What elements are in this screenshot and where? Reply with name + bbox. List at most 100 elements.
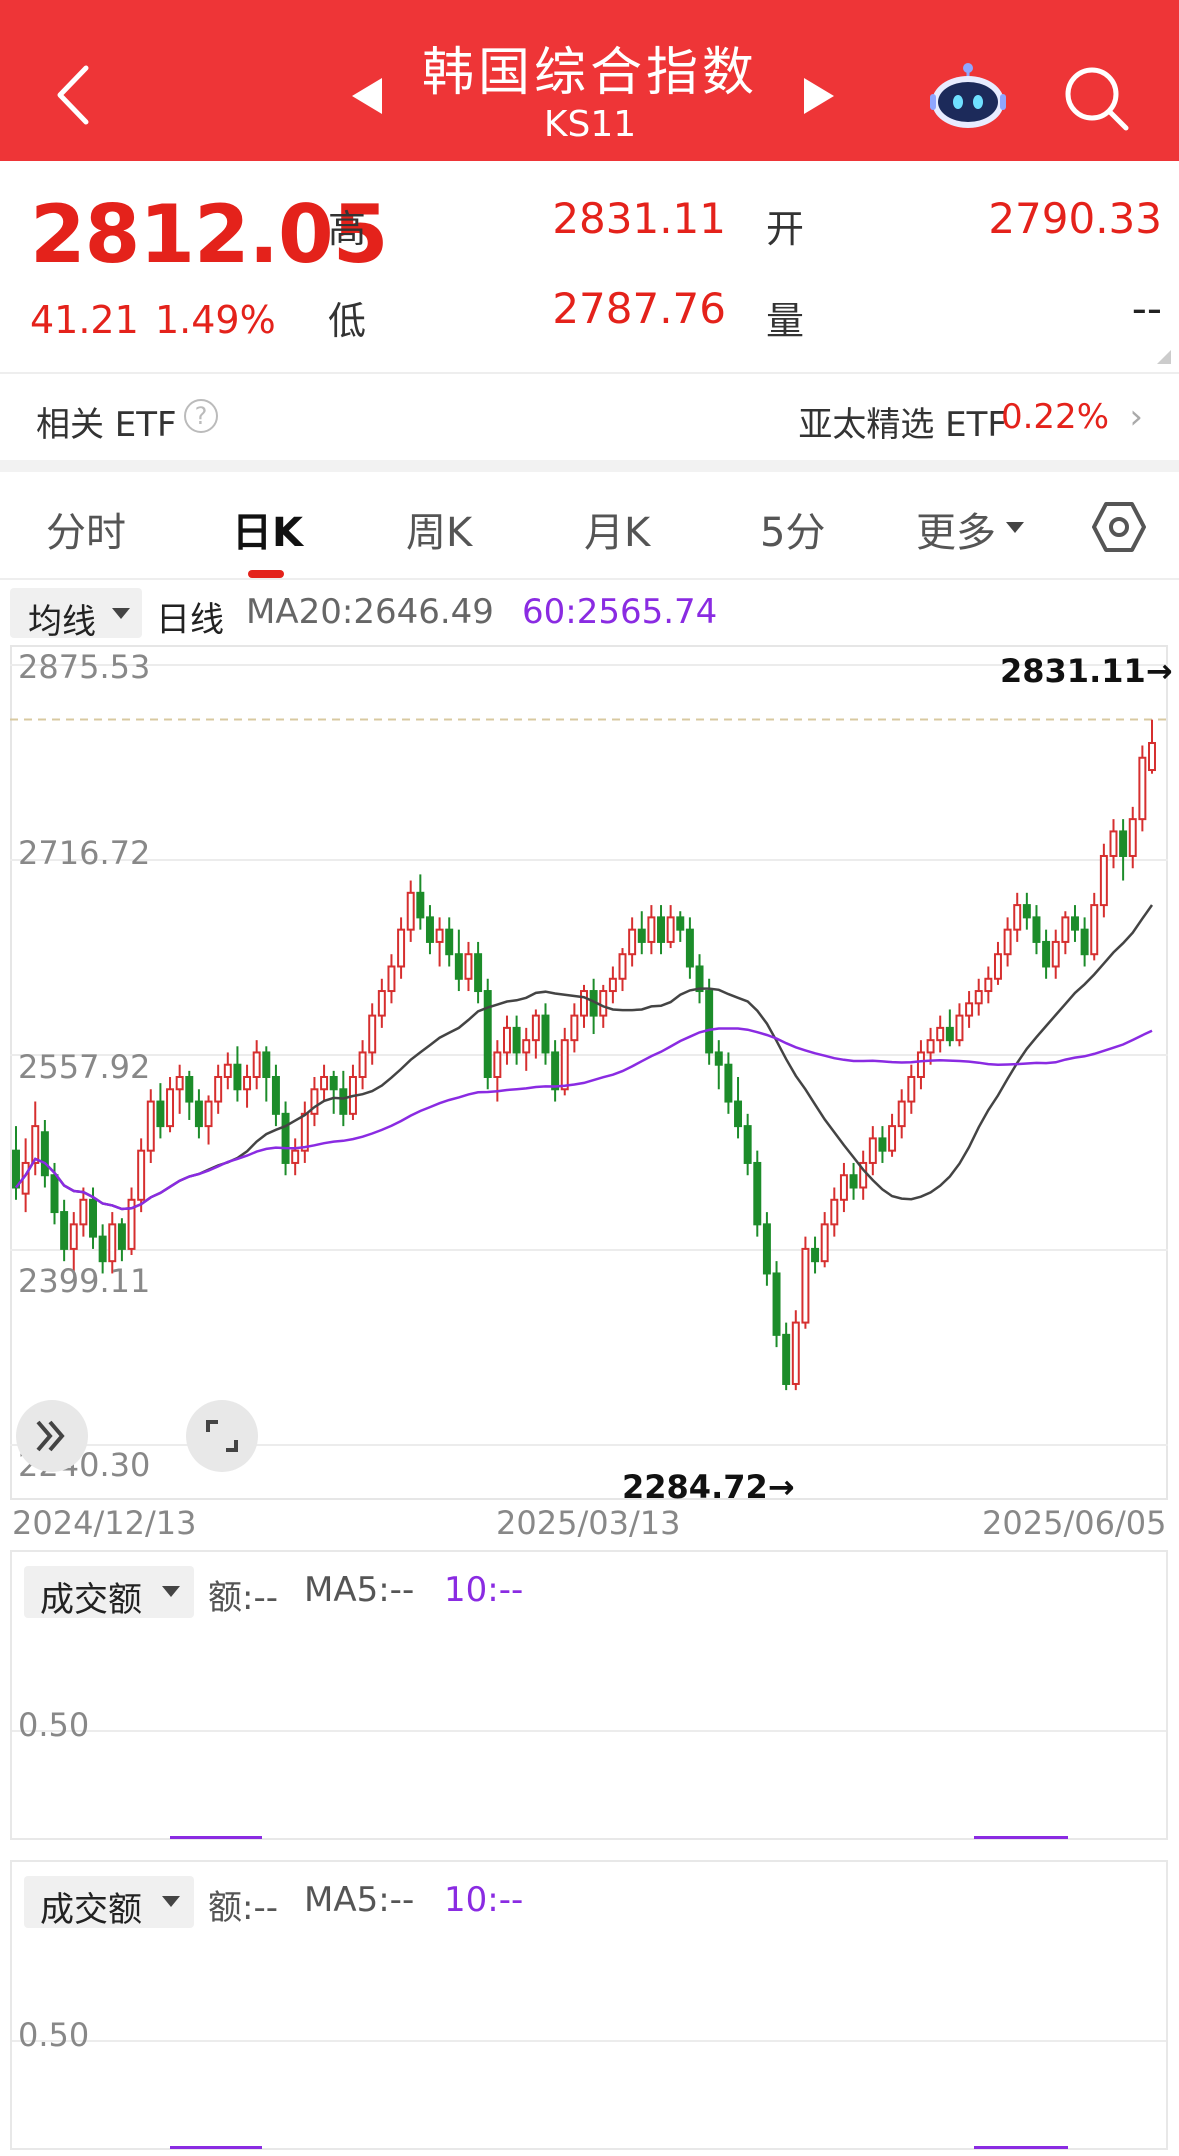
- candle-body: [811, 1247, 820, 1263]
- expand-corner-icon[interactable]: [1157, 350, 1171, 364]
- candle-body: [89, 1198, 98, 1238]
- top-bar: 韩国综合指数 KS11: [0, 0, 1179, 161]
- ma5-value: MA5:--: [304, 1570, 415, 1610]
- candle-body: [358, 1051, 367, 1078]
- search-icon[interactable]: [1060, 62, 1132, 134]
- candle-body: [599, 990, 608, 1017]
- candle-body: [474, 953, 483, 993]
- open-value: 2790.33: [988, 194, 1162, 243]
- turnover-select-label: 成交额: [40, 1890, 142, 1930]
- candle-body: [705, 990, 714, 1054]
- candle-body: [117, 1223, 126, 1250]
- scroll-forward-button[interactable]: [16, 1400, 88, 1472]
- candle-body: [223, 1063, 232, 1078]
- candlestick-chart[interactable]: [10, 645, 1168, 1500]
- high-label: 高: [328, 207, 367, 251]
- candle-body: [1061, 916, 1070, 943]
- ma20-line: [15, 904, 1154, 1211]
- candle-body: [1022, 904, 1031, 919]
- y-tick-label: 0.50: [18, 2016, 90, 2054]
- candle-body: [849, 1174, 858, 1189]
- candle-body: [50, 1174, 59, 1214]
- candle-body: [531, 1014, 540, 1042]
- tab-more[interactable]: 更多: [916, 510, 996, 556]
- volume-value: --: [1131, 284, 1162, 333]
- candle-body: [1099, 854, 1108, 907]
- candle-body: [406, 891, 415, 931]
- candle-body: [40, 1131, 49, 1177]
- candle-body: [618, 953, 627, 980]
- turnover-panel: 成交额 额:-- MA5:-- 10:-- 0.50: [10, 1550, 1168, 1840]
- candle-body: [782, 1333, 791, 1385]
- tab-monthly[interactable]: 月K: [584, 510, 651, 556]
- candle-body: [416, 891, 425, 919]
- amount-value: 额:--: [208, 1888, 278, 1928]
- candle-body: [666, 916, 675, 943]
- candle-body: [945, 1026, 954, 1042]
- candle-body: [1148, 742, 1156, 772]
- divider: [0, 372, 1179, 374]
- candle-body: [204, 1100, 213, 1128]
- x-tick-label: 2025/03/13: [496, 1504, 681, 1542]
- candle-body: [1051, 940, 1060, 968]
- fullscreen-button[interactable]: [186, 1400, 258, 1472]
- candle-body: [252, 1051, 261, 1078]
- candle-body: [791, 1321, 800, 1385]
- tab-5min[interactable]: 5分: [760, 510, 826, 556]
- tab-daily[interactable]: 日K: [232, 510, 303, 556]
- chevron-down-icon: [162, 1896, 180, 1907]
- period-tabs: 分时 日K 周K 月K 5分 更多: [0, 472, 1179, 580]
- candle-body: [214, 1075, 223, 1103]
- ma5-value: MA5:--: [304, 1880, 415, 1920]
- chevron-right-icon[interactable]: ›: [1129, 397, 1143, 437]
- active-tab-indicator: [248, 570, 284, 578]
- grid-line: [12, 2040, 1166, 2042]
- etf-name[interactable]: 亚太精选 ETF: [798, 405, 1007, 445]
- candle-body: [166, 1088, 175, 1128]
- candle-body: [936, 1026, 945, 1042]
- candle-body: [127, 1198, 136, 1250]
- candle-body: [146, 1100, 155, 1152]
- turnover-panel: 成交额 额:-- MA5:-- 10:-- 0.50: [10, 1860, 1168, 2150]
- high-value: 2831.11: [552, 194, 726, 243]
- back-arrow-icon[interactable]: [48, 60, 96, 130]
- candle-body: [300, 1112, 309, 1152]
- candle-body: [233, 1063, 242, 1091]
- next-index-icon[interactable]: [804, 78, 834, 114]
- candle-body: [955, 1014, 964, 1042]
- period-label: 日线: [156, 600, 224, 640]
- turnover-select[interactable]: 成交额: [24, 1566, 194, 1620]
- candle-body: [1003, 928, 1012, 956]
- turnover-select[interactable]: 成交额: [24, 1876, 194, 1930]
- previous-index-icon[interactable]: [352, 78, 382, 114]
- candle-body: [1080, 928, 1089, 956]
- chart-frame: [10, 645, 1168, 1500]
- ma10-value: 10:--: [444, 1880, 524, 1920]
- chevron-down-icon: [112, 608, 130, 619]
- robot-assistant-icon[interactable]: [928, 60, 1008, 130]
- tab-intraday[interactable]: 分时: [46, 510, 126, 556]
- candle-body: [1070, 916, 1079, 931]
- candle-body: [1090, 904, 1099, 956]
- ma-line-segment: [170, 2146, 262, 2149]
- candle-body: [762, 1223, 771, 1275]
- candle-body: [888, 1125, 897, 1152]
- x-tick-label: 2025/06/05: [982, 1504, 1167, 1542]
- turnover-select-label: 成交额: [40, 1580, 142, 1620]
- candle-body: [1109, 830, 1118, 857]
- candle-body: [243, 1075, 252, 1091]
- indicator-select[interactable]: 均线: [10, 588, 142, 642]
- ma20-value: MA20:2646.49: [246, 592, 494, 632]
- settings-icon[interactable]: [1092, 500, 1146, 554]
- candle-body: [1013, 904, 1022, 931]
- candle-body: [714, 1051, 723, 1066]
- double-chevron-icon: [36, 1420, 65, 1452]
- fullscreen-icon: [206, 1420, 238, 1452]
- related-etf-row[interactable]: 相关 ETF ? 亚太精选 ETF 0.22% ›: [0, 375, 1179, 465]
- help-icon[interactable]: ?: [184, 399, 218, 433]
- candle-body: [839, 1174, 848, 1201]
- chevron-down-icon[interactable]: [1006, 522, 1024, 533]
- tab-weekly[interactable]: 周K: [406, 510, 473, 556]
- ma60-line: [15, 1027, 1153, 1211]
- candle-body: [695, 965, 704, 993]
